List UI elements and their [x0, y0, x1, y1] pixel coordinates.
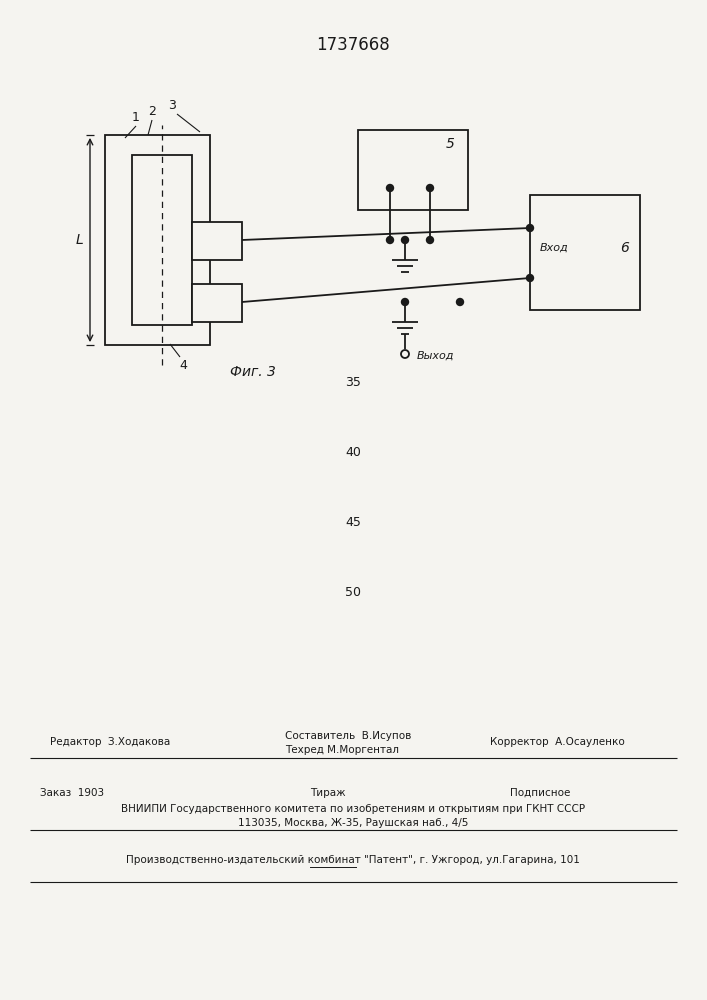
Text: L: L [76, 233, 84, 247]
Bar [192, 222, 242, 260]
Text: 113035, Москва, Ж-35, Раушская наб., 4/5: 113035, Москва, Ж-35, Раушская наб., 4/5 [238, 818, 468, 828]
Text: Техред М.Моргентал: Техред М.Моргентал [285, 745, 399, 755]
Text: 40: 40 [345, 446, 361, 458]
Text: ВНИИПИ Государственного комитета по изобретениям и открытиям при ГКНТ СССР: ВНИИПИ Государственного комитета по изоб… [121, 804, 585, 814]
Text: Производственно-издательский комбинат "Патент", г. Ужгород, ул.Гагарина, 101: Производственно-издательский комбинат "П… [126, 855, 580, 865]
Bar [192, 284, 242, 322]
Text: Корректор  А.Осауленко: Корректор А.Осауленко [490, 737, 625, 747]
Circle shape [387, 236, 394, 243]
Text: 5: 5 [445, 137, 455, 151]
Circle shape [387, 184, 394, 192]
Circle shape [426, 184, 433, 192]
Circle shape [426, 236, 433, 243]
Circle shape [402, 298, 409, 306]
Bar [105, 135, 210, 345]
Text: 1737668: 1737668 [316, 36, 390, 54]
Circle shape [402, 236, 409, 243]
Text: Составитель  В.Исупов: Составитель В.Исупов [285, 731, 411, 741]
Text: 50: 50 [345, 585, 361, 598]
Bar [530, 195, 640, 310]
Text: Вход: Вход [540, 242, 568, 252]
Text: 6: 6 [621, 240, 629, 254]
Text: Тираж: Тираж [310, 788, 346, 798]
Text: 4: 4 [179, 359, 187, 372]
Text: Фиг. 3: Фиг. 3 [230, 365, 276, 379]
Circle shape [457, 298, 464, 306]
Text: Подписное: Подписное [510, 788, 571, 798]
Circle shape [527, 274, 534, 282]
Text: 2: 2 [148, 105, 156, 118]
Text: Заказ  1903: Заказ 1903 [40, 788, 104, 798]
Text: Редактор  З.Ходакова: Редактор З.Ходакова [50, 737, 170, 747]
Text: 35: 35 [345, 375, 361, 388]
Circle shape [527, 225, 534, 232]
Bar [358, 130, 468, 210]
Text: 3: 3 [168, 99, 176, 112]
Text: 45: 45 [345, 516, 361, 528]
Bar [132, 155, 192, 325]
Text: Выход: Выход [417, 351, 455, 361]
Text: 1: 1 [132, 111, 140, 124]
Circle shape [401, 350, 409, 358]
